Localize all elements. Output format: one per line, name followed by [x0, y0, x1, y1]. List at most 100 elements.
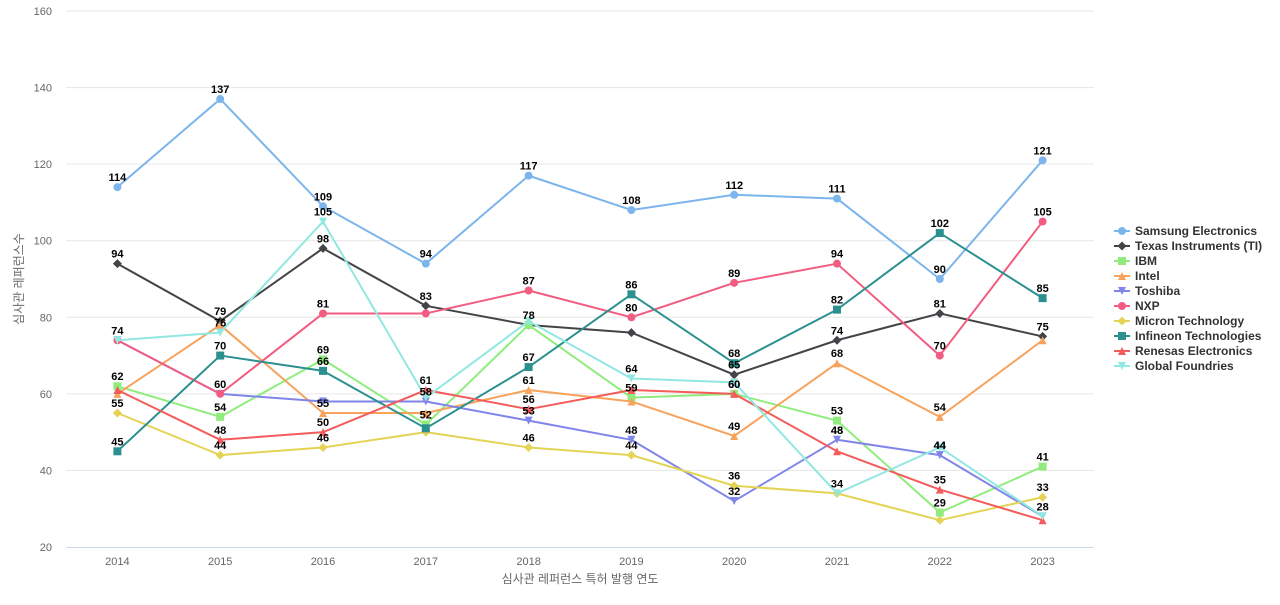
- y-tick-label: 140: [34, 83, 52, 95]
- data-label: 52: [420, 409, 432, 421]
- data-point-ibm: [935, 508, 944, 517]
- data-point-texas-instruments-ti: [832, 335, 842, 345]
- x-tick-label: 2019: [619, 556, 643, 568]
- data-point-infineon-technologies: [935, 229, 944, 238]
- data-label: 48: [214, 425, 226, 437]
- legend-item-infineon-technologies[interactable]: Infineon Technologies: [1114, 329, 1262, 343]
- x-tick-label: 2017: [414, 556, 438, 568]
- data-point-samsung-electronics: [833, 194, 841, 203]
- data-label: 81: [317, 298, 329, 310]
- data-point-micron-technology: [112, 408, 122, 418]
- data-label: 48: [625, 425, 637, 437]
- legend-label: Toshiba: [1135, 284, 1180, 298]
- data-point-renesas-electronics: [113, 386, 122, 395]
- legend-item-toshiba[interactable]: Toshiba: [1114, 284, 1180, 298]
- data-point-infineon-technologies: [113, 447, 122, 456]
- data-label: 61: [522, 375, 534, 387]
- data-label: 53: [831, 406, 843, 418]
- data-point-toshiba: [627, 435, 636, 444]
- legend-label: Texas Instruments (TI): [1135, 239, 1262, 253]
- data-point-global-foundries: [730, 378, 739, 387]
- legend-marker: [1118, 287, 1126, 295]
- data-point-renesas-electronics: [421, 386, 430, 395]
- data-label: 59: [625, 383, 637, 395]
- legend-item-intel[interactable]: Intel: [1114, 269, 1160, 283]
- x-tick-label: 2014: [105, 556, 129, 568]
- data-point-nxp: [1038, 217, 1047, 226]
- data-point-micron-technology: [626, 450, 636, 460]
- data-label: 83: [420, 291, 432, 303]
- data-point-texas-instruments-ti: [935, 308, 945, 318]
- data-label: 80: [625, 302, 637, 314]
- data-point-samsung-electronics: [627, 206, 636, 215]
- data-point-texas-instruments-ti: [112, 259, 122, 269]
- series-texas-instruments-ti: [112, 243, 1048, 380]
- legend-label: Samsung Electronics: [1135, 224, 1257, 238]
- data-point-toshiba: [833, 435, 841, 444]
- legend-item-ibm[interactable]: IBM: [1114, 254, 1157, 268]
- data-point-renesas-electronics: [319, 428, 327, 437]
- y-tick-label: 20: [40, 542, 52, 554]
- data-label: 60: [728, 379, 740, 391]
- data-label: 49: [728, 421, 740, 433]
- y-tick-label: 40: [40, 465, 52, 477]
- data-label: 86: [625, 279, 637, 291]
- data-point-infineon-technologies: [1038, 294, 1047, 303]
- data-point-toshiba: [730, 497, 739, 506]
- legend-marker: [1118, 347, 1126, 355]
- data-label: 48: [831, 425, 843, 437]
- data-label: 54: [934, 402, 947, 414]
- data-label: 79: [214, 306, 226, 318]
- data-point-texas-instruments-ti: [318, 243, 328, 253]
- data-label: 137: [211, 84, 229, 96]
- series-nxp: [113, 217, 1047, 398]
- data-point-intel: [421, 409, 430, 417]
- data-point-intel: [730, 431, 739, 440]
- data-label: 94: [111, 249, 124, 261]
- data-label: 94: [420, 249, 433, 261]
- data-label: 78: [522, 310, 534, 322]
- data-point-ibm: [1038, 462, 1047, 471]
- legend-item-global-foundries[interactable]: Global Foundries: [1114, 359, 1234, 373]
- data-point-texas-instruments-ti: [421, 301, 431, 311]
- legend-item-samsung-electronics[interactable]: Samsung Electronics: [1114, 224, 1257, 238]
- y-tick-label: 160: [34, 6, 52, 18]
- data-label: 44: [934, 440, 947, 452]
- series-line-intel: [116, 323, 1044, 437]
- data-point-nxp: [216, 389, 225, 398]
- data-point-micron-technology: [935, 515, 945, 525]
- data-label: 89: [728, 268, 740, 280]
- data-point-intel: [833, 359, 841, 368]
- data-point-renesas-electronics: [524, 405, 533, 414]
- data-label: 108: [622, 195, 640, 207]
- data-point-samsung-electronics: [319, 202, 327, 211]
- data-label: 87: [522, 275, 534, 287]
- data-label: 109: [314, 191, 332, 203]
- data-label: 117: [520, 161, 538, 173]
- legend-item-micron-technology[interactable]: Micron Technology: [1114, 314, 1244, 328]
- data-label: 55: [111, 398, 123, 410]
- legend-item-nxp[interactable]: NXP: [1114, 299, 1160, 313]
- data-label: 64: [625, 364, 638, 376]
- data-label: 75: [1036, 321, 1048, 333]
- data-point-samsung-electronics: [524, 171, 533, 180]
- data-point-infineon-technologies: [833, 305, 841, 314]
- x-tick-label: 2018: [516, 556, 540, 568]
- data-point-infineon-technologies: [319, 366, 327, 375]
- data-label: 74: [111, 325, 124, 337]
- legend-item-renesas-electronics[interactable]: Renesas Electronics: [1114, 344, 1253, 358]
- data-point-global-foundries: [421, 393, 430, 402]
- data-label: 58: [420, 387, 432, 399]
- data-label: 48: [831, 425, 843, 437]
- legend-label: Renesas Electronics: [1135, 344, 1253, 358]
- data-point-micron-technology: [215, 450, 225, 460]
- series-line-nxp: [116, 220, 1044, 395]
- series-lines: [112, 95, 1048, 525]
- data-label: 114: [109, 172, 128, 184]
- data-point-global-foundries: [935, 443, 944, 452]
- legend-item-texas-instruments-ti[interactable]: Texas Instruments (TI): [1114, 239, 1262, 253]
- data-point-nxp: [319, 309, 327, 318]
- data-label: 60: [214, 379, 226, 391]
- data-point-global-foundries: [113, 336, 122, 345]
